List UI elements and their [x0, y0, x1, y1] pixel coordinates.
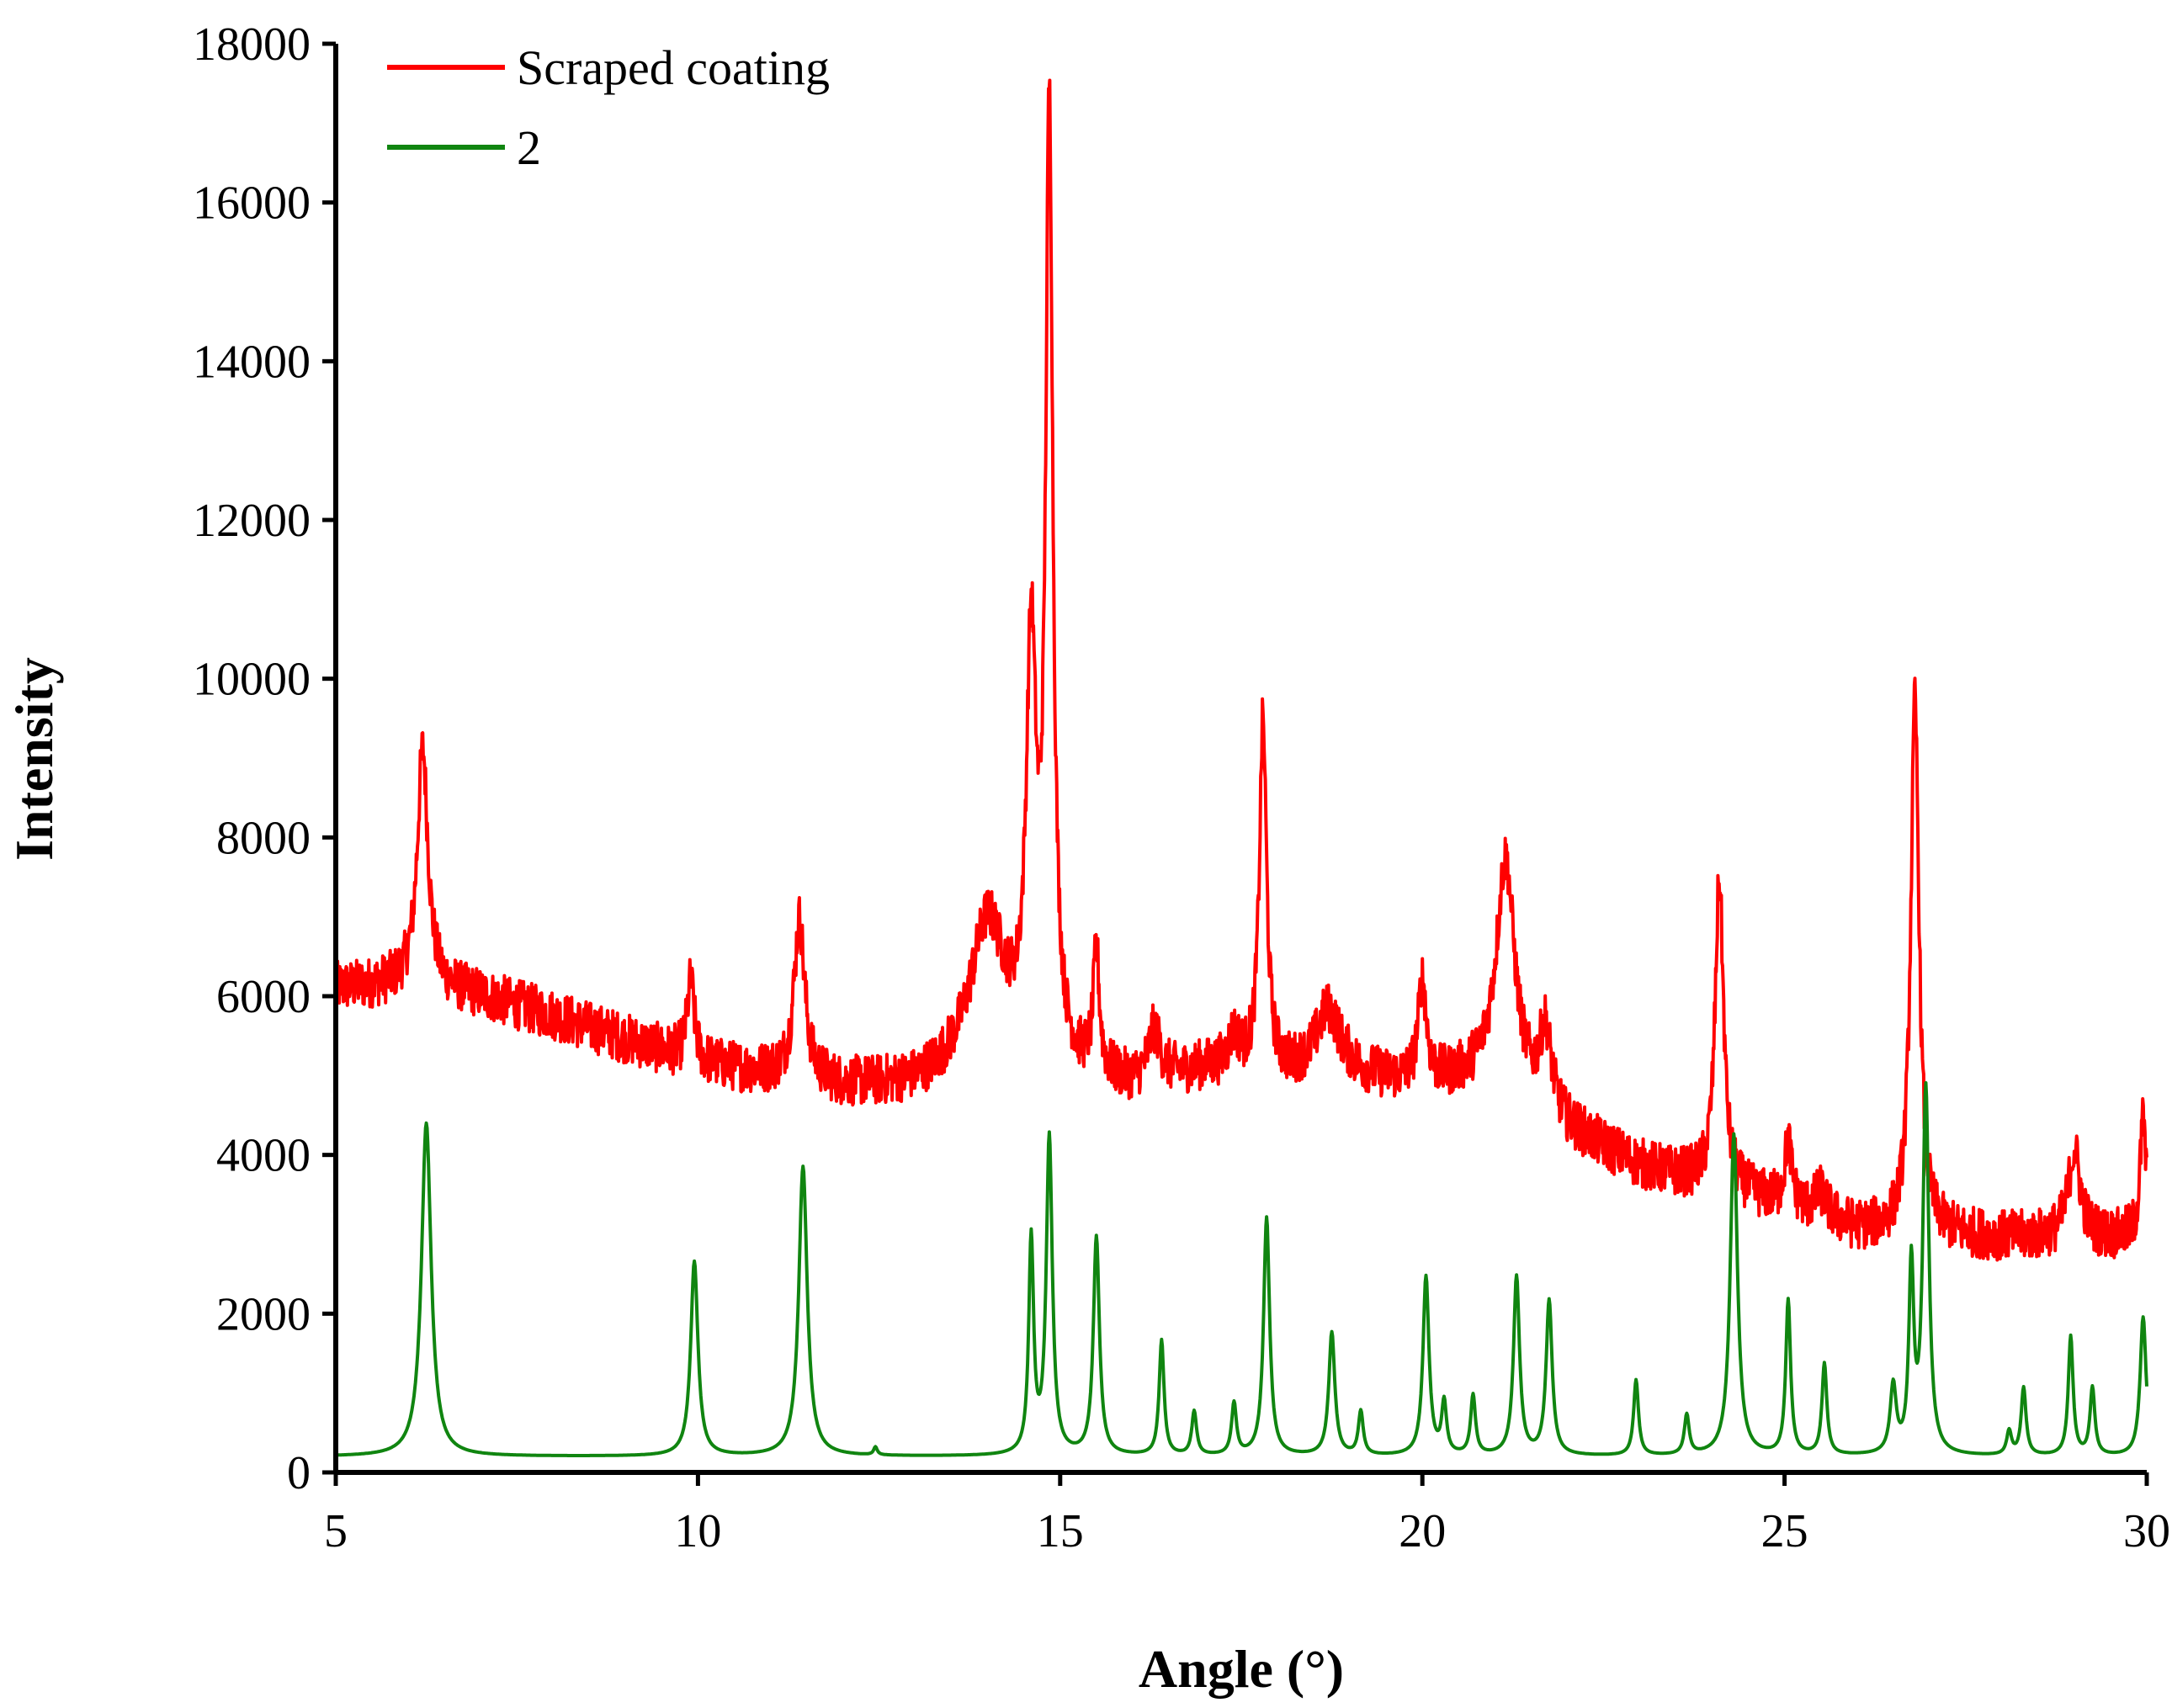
x-tick-label: 10 [674, 1505, 721, 1557]
series-line-2 [334, 1081, 2148, 1457]
series-layer [334, 78, 2148, 1457]
y-ticks: 0 2000 4000 6000 8000 10000 12000 14000 16000 180… [193, 19, 336, 1499]
axes: 5 10 15 20 25 30 0 2000 4000 6000 8000 10000 12000 1… [193, 19, 2170, 1557]
y-tick-label: 18000 [193, 19, 311, 71]
y-tick-label: 2000 [216, 1288, 311, 1340]
x-tick-label: 15 [1037, 1505, 1084, 1557]
y-tick-label: 0 [287, 1447, 311, 1499]
legend-label-2: 2 [517, 120, 541, 175]
x-tick-label: 25 [1761, 1505, 1808, 1557]
legend: Scraped coating 2 [387, 40, 830, 175]
x-ticks: 5 10 15 20 25 30 [324, 1472, 2170, 1557]
y-tick-label: 16000 [193, 178, 311, 230]
y-tick-label: 4000 [216, 1130, 311, 1182]
y-tick-label: 14000 [193, 336, 311, 388]
y-tick-label: 12000 [193, 495, 311, 547]
x-axis-title: Angle (°) [1139, 1639, 1344, 1699]
x-tick-label: 30 [2123, 1505, 2170, 1557]
x-tick-label: 20 [1399, 1505, 1446, 1557]
y-tick-label: 6000 [216, 971, 311, 1023]
y-axis-title: Intensity [4, 657, 64, 861]
legend-label-scraped-coating: Scraped coating [517, 40, 830, 95]
series-line-scraped-coating [334, 78, 2148, 1262]
x-tick-label: 5 [324, 1505, 348, 1557]
y-tick-label: 8000 [216, 812, 311, 864]
y-tick-label: 10000 [193, 654, 311, 706]
